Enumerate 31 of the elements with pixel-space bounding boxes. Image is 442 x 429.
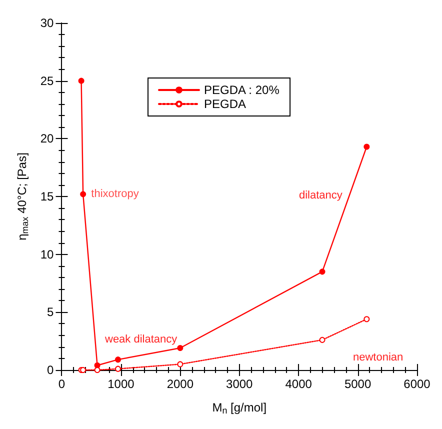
point [364, 144, 370, 150]
y-tick-label: 5 [47, 305, 54, 320]
point [319, 268, 326, 275]
y-tick-label: 15 [40, 190, 54, 204]
y-tick-label: 30 [40, 16, 54, 30]
point [78, 78, 84, 84]
x-tick-label: 4000 [285, 377, 312, 391]
y-tick-label: 0 [47, 363, 54, 377]
point [364, 316, 370, 322]
x-tick-label: 2000 [166, 377, 194, 391]
point [319, 336, 326, 343]
y-axis-title: ηmax 40°C; [Pas] [15, 152, 30, 240]
x-tick-label: 3000 [226, 377, 254, 391]
point [177, 345, 184, 352]
annotation: newtonian [353, 352, 404, 364]
y-tick-label: 10 [40, 247, 54, 262]
annotation: dilatancy [299, 190, 343, 202]
x-tick-label: 6000 [404, 377, 431, 391]
legend-label: PEGDA [204, 97, 246, 111]
x-tick-label: 5000 [344, 377, 372, 391]
x-tick-label: 1000 [108, 377, 135, 391]
legend-label: PEGDA : 20% [204, 83, 280, 97]
annotation: thixotropy [91, 188, 140, 200]
point [94, 367, 100, 373]
y-tick-label: 25 [40, 74, 54, 88]
point [177, 361, 184, 368]
annotation: weak dilatancy [104, 334, 178, 346]
x-tick-label: 0 [58, 377, 66, 391]
point [80, 191, 86, 198]
point [115, 356, 121, 363]
y-tick-label: 20 [40, 132, 54, 146]
